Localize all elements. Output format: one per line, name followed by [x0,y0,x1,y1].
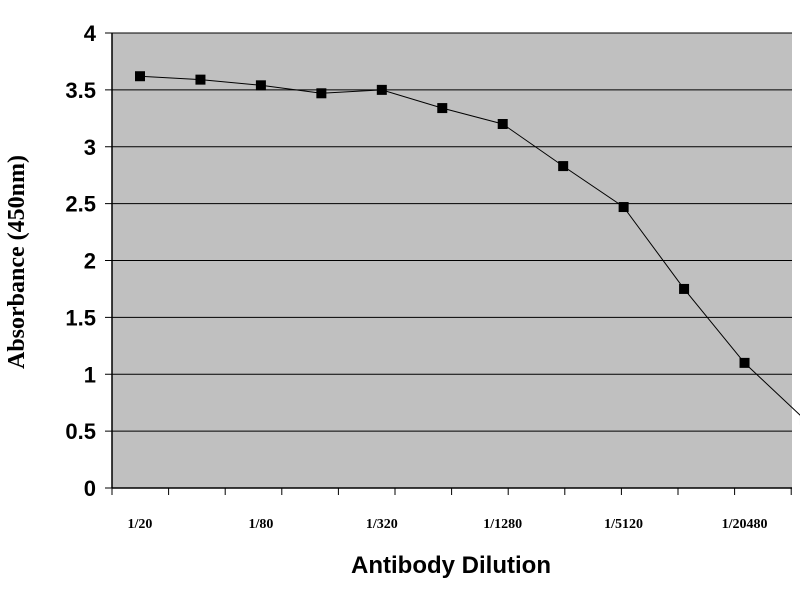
data-point-marker [558,161,569,172]
y-tick-label: 4 [84,21,97,46]
x-axis-label: Antibody Dilution [351,552,551,579]
data-point-marker [316,88,327,99]
grid-lines [112,32,792,432]
x-tick-label: 1/320 [366,517,398,532]
x-tick-label: 1/5120 [604,517,643,532]
x-tick-label: 1/20 [128,517,153,532]
y-tick-labels: 0 0.5 1 1.5 2 2.5 3 3.5 4 [65,21,96,501]
y-tick-label: 1.5 [65,305,96,330]
y-tick-label: 2.5 [65,192,96,217]
y-tick-label: 0 [84,476,96,501]
y-tick-label: 2 [84,249,96,274]
data-point-marker [679,283,690,294]
axes [105,32,792,495]
x-tick-label: 1/80 [248,517,273,532]
x-tick-label: 1/20480 [722,517,768,532]
y-tick-label: 3.5 [65,78,96,103]
y-tick-label: 3 [84,135,96,160]
data-point-marker [195,74,206,85]
series-line [139,75,800,416]
data-point-marker [135,71,145,82]
series [135,71,800,425]
y-axis-label: Absorbance (450nm) [4,155,30,369]
y-tick-label: 0.5 [65,419,96,444]
data-point-marker [497,119,508,129]
y-tick-label: 1 [84,362,96,387]
x-tick-labels: 1/20 1/80 1/320 1/1280 1/5120 1/20480 [128,517,768,532]
data-point-marker [255,80,266,91]
data-point-marker [437,103,448,114]
x-tick-label: 1/1280 [483,517,522,532]
data-point-marker [618,202,629,213]
data-point-marker [739,357,750,368]
data-point-marker [376,84,387,95]
